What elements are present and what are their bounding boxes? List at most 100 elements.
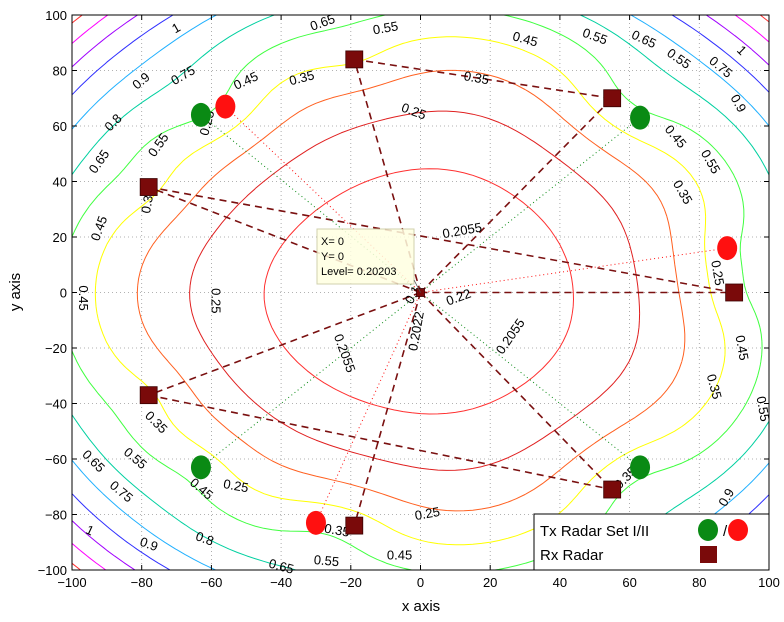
datatip-line: Y= 0: [321, 251, 344, 263]
contour-label: 0.25: [222, 476, 250, 495]
contour-label: 0.55: [121, 444, 150, 472]
x-tick-label: −100: [57, 575, 86, 590]
contour-label: 0.35: [323, 521, 351, 540]
x-tick-label: 60: [622, 575, 636, 590]
tx1-link-line: [420, 292, 641, 468]
datatip-line: Level= 0.20203: [321, 266, 397, 278]
rx-link-line: [148, 394, 613, 491]
contour-label: 0.35: [463, 68, 491, 87]
x-axis-label: x axis: [402, 598, 440, 615]
x-tick-label: 80: [692, 575, 706, 590]
contour-label: 0.55: [313, 552, 340, 569]
contour-label: 0.45: [88, 214, 111, 243]
x-tick-label: 20: [483, 575, 497, 590]
datatip-pointer: [413, 279, 421, 293]
contour-label: 0.45: [231, 68, 260, 92]
legend: Tx Radar Set I/II / Rx Radar: [533, 513, 770, 571]
tx-radar-set-ii-marker: [717, 236, 738, 261]
y-tick-label: −20: [45, 341, 67, 356]
datatip-box: [316, 228, 415, 285]
contour-label: 0.75: [168, 62, 197, 88]
contour-label: 0.35: [670, 177, 696, 206]
legend-tx1-marker: [698, 519, 718, 541]
rx-radar-marker: [345, 516, 364, 535]
contour-label: 0.25: [708, 259, 727, 287]
tx-radar-set-i-marker: [190, 102, 211, 127]
legend-rx-marker: [700, 546, 717, 563]
tx1-link-line: [200, 292, 421, 468]
rx-link-line: [419, 97, 613, 294]
y-tick-label: 20: [53, 230, 67, 245]
contour-label: 0.65: [308, 11, 337, 34]
contour-label: 0.55: [145, 130, 172, 159]
contour-label: 0.9: [138, 534, 160, 554]
contour-label: 0.45: [662, 122, 690, 151]
y-tick-label: −80: [45, 508, 67, 523]
y-tick-label: −100: [38, 563, 67, 578]
y-tick-label: 60: [53, 119, 67, 134]
contour-label: 0.2022: [405, 310, 427, 352]
y-tick-label: 0: [60, 286, 67, 301]
y-tick-label: 80: [53, 64, 67, 79]
x-tick-label: 0: [417, 575, 424, 590]
y-tick-label: −40: [45, 397, 67, 412]
contour-label: 0.9: [129, 69, 152, 92]
contour-label: 0.2055: [331, 332, 359, 374]
rx-radar-marker: [139, 386, 158, 405]
contour-label: 0.55: [753, 395, 772, 423]
legend-tx2-marker: [728, 519, 748, 541]
tx2-link-line: [315, 292, 421, 524]
contour-label: 0.55: [664, 45, 693, 72]
rx-radar-marker: [345, 50, 364, 69]
x-tick-label: 40: [553, 575, 567, 590]
contour-label: 0.65: [79, 447, 108, 476]
tx1-link-line: [420, 117, 641, 293]
y-tick-label: 100: [45, 8, 67, 23]
contour-label: 0.45: [387, 548, 412, 563]
contour-label: 0.9: [728, 92, 750, 115]
legend-separator: /: [723, 523, 728, 540]
contour-line-0-2055: [189, 110, 641, 471]
x-tick-label: −80: [131, 575, 153, 590]
contour-label: 0.55: [372, 18, 400, 37]
rx-link-line: [354, 58, 613, 100]
legend-box: [533, 513, 770, 571]
y-tick-label: 40: [53, 175, 67, 190]
tx-radar-set-i-marker: [630, 455, 651, 480]
contour-label: 0.25: [399, 100, 428, 123]
contour-label: 0.45: [733, 334, 752, 362]
tx-radar-set-i-marker: [190, 455, 211, 480]
datatip[interactable]: X= 0 Y= 0 Level= 0.20203: [316, 228, 421, 293]
rx-link-line: [148, 186, 735, 294]
tx-radar-set-ii-marker: [215, 94, 236, 119]
rx-radar-marker: [725, 283, 744, 302]
contour-label: 0.8: [194, 528, 216, 548]
x-tick-label: −40: [270, 575, 292, 590]
contour-label: 1: [83, 522, 96, 539]
axes: −100 −80 −60 −40 −20 0 20 40 60 80 100 −100 −80 −60 −4…: [38, 8, 780, 590]
legend-entry-rx: Rx Radar: [540, 547, 603, 564]
y-tick-label: −60: [45, 452, 67, 467]
contour-label: 0.35: [142, 408, 171, 437]
rx-radar-marker: [603, 480, 622, 499]
contour-label: 0.2055: [493, 316, 528, 357]
contour-line-0-25: [136, 69, 686, 512]
rx-link-line: [419, 291, 613, 491]
x-tick-label: −60: [200, 575, 222, 590]
datatip-line: X= 0: [321, 236, 344, 248]
y-axis-label: y axis: [7, 273, 24, 311]
contour-label: 0.35: [704, 372, 725, 400]
rx-link-line: [353, 292, 422, 526]
x-tick-label: −20: [340, 575, 362, 590]
contour-label: 0.55: [698, 147, 724, 176]
rx-link-line: [148, 291, 421, 396]
contour-label: 0.25: [414, 504, 442, 523]
rx-radar-marker: [139, 178, 158, 196]
contour-label: 0.9: [715, 486, 737, 509]
legend-entry-tx: Tx Radar Set I/II: [540, 523, 649, 540]
tx-radar-set-ii-marker: [305, 510, 326, 535]
contour-label: 1: [734, 42, 750, 58]
contour-label: 0.45: [76, 285, 91, 310]
